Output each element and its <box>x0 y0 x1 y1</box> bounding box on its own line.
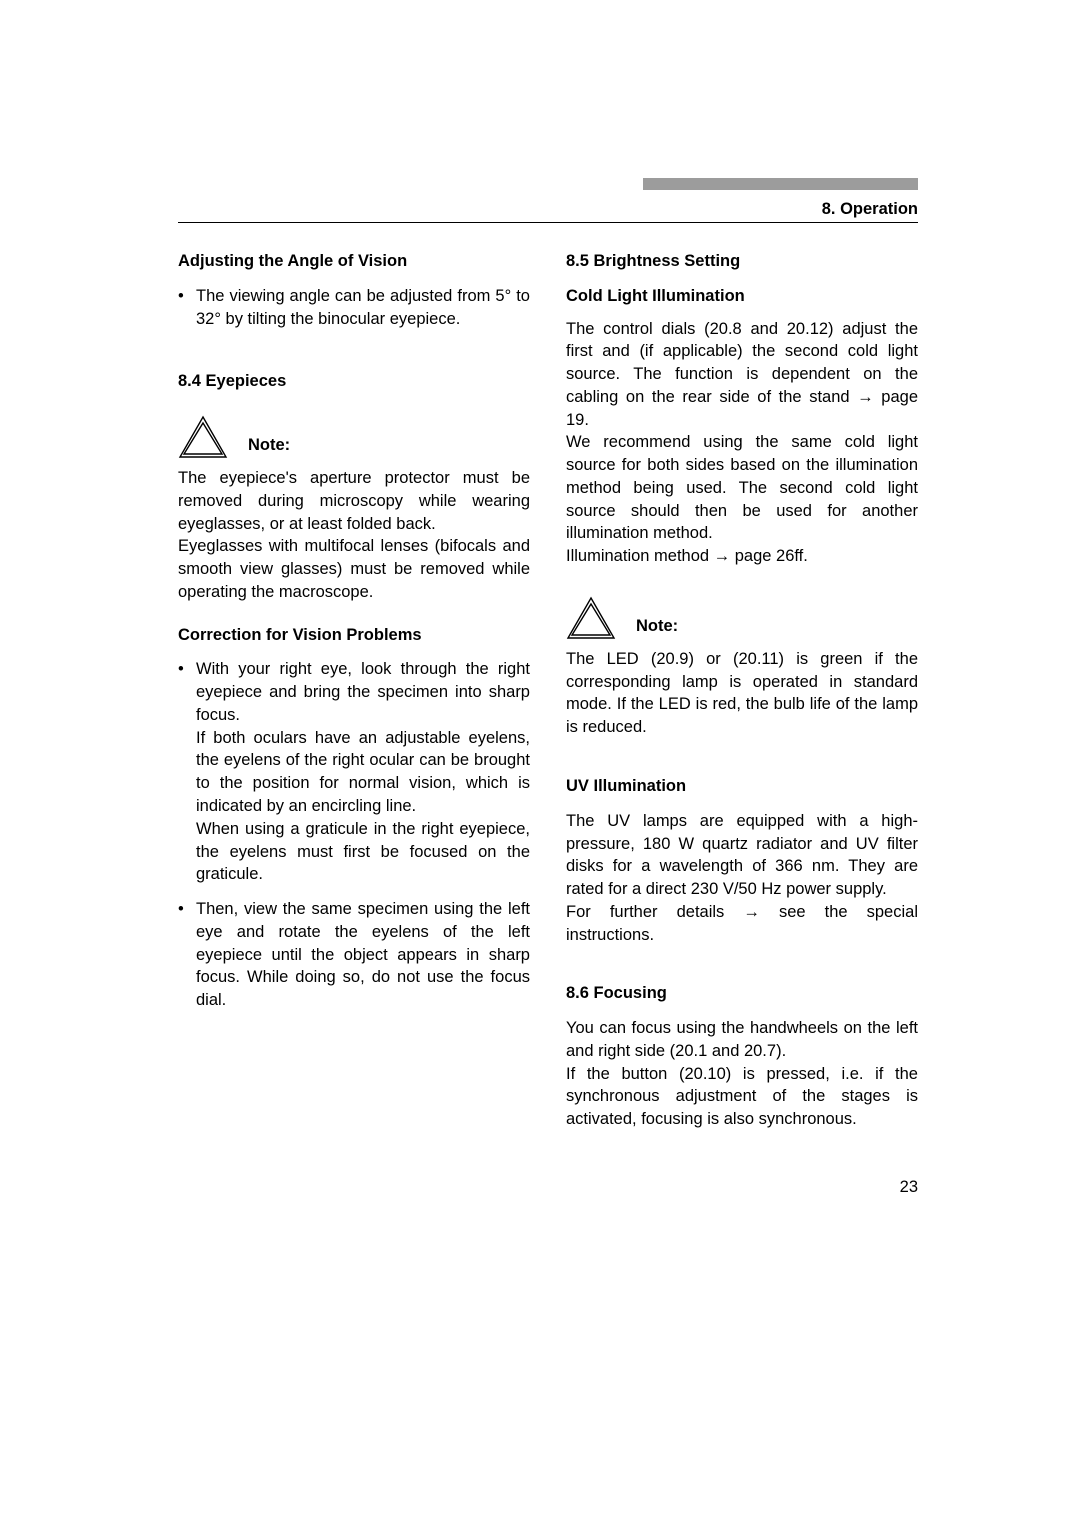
bullet-angle: • The viewing angle can be adjusted from… <box>178 285 530 331</box>
note-callout: Note: <box>178 415 530 459</box>
warning-triangle-icon <box>178 415 228 459</box>
paragraph: We recommend using the same cold light s… <box>566 431 918 545</box>
paragraph: The control dials (20.8 and 20.12) adjus… <box>566 318 918 432</box>
paragraph: For further details → see the special in… <box>566 901 918 947</box>
left-column: Adjusting the Angle of Vision • The view… <box>178 250 530 1131</box>
paragraph: If the button (20.10) is pressed, i.e. i… <box>566 1063 918 1131</box>
heading-focusing: 8.6 Focusing <box>566 982 918 1005</box>
bullet-marker: • <box>178 658 196 726</box>
chapter-title: 8. Operation <box>822 200 918 219</box>
header-accent-bar <box>643 178 918 190</box>
bullet-text: The viewing angle can be adjusted from 5… <box>196 285 530 331</box>
paragraph: Eyeglasses with multifocal lenses (bifoc… <box>178 535 530 603</box>
bullet-text: Then, view the same specimen using the l… <box>196 898 530 1012</box>
warning-triangle-icon <box>566 596 616 640</box>
bullet-text: With your right eye, look through the ri… <box>196 658 530 726</box>
note-label: Note: <box>636 615 678 640</box>
paragraph: Illumination method → page 26ff. <box>566 545 918 568</box>
bullet-marker: • <box>178 898 196 1012</box>
heading-cold-light: Cold Light Illumination <box>566 285 918 308</box>
heading-uv: UV Illumination <box>566 775 918 798</box>
content-columns: Adjusting the Angle of Vision • The view… <box>178 250 918 1131</box>
bullet-correction-2: • Then, view the same specimen using the… <box>178 898 530 1012</box>
heading-eyepieces: 8.4 Eyepieces <box>178 370 530 393</box>
bullet-marker: • <box>178 285 196 331</box>
page-number: 23 <box>900 1178 918 1197</box>
paragraph: The UV lamps are equipped with a high-pr… <box>566 810 918 901</box>
paragraph: The LED (20.9) or (20.11) is green if th… <box>566 648 918 739</box>
header-rule <box>178 222 918 223</box>
heading-angle-of-vision: Adjusting the Angle of Vision <box>178 250 530 273</box>
note-callout: Note: <box>566 596 918 640</box>
paragraph: The eyepiece's aperture protector must b… <box>178 467 530 535</box>
note-label: Note: <box>248 434 290 459</box>
heading-brightness: 8.5 Brightness Setting <box>566 250 918 273</box>
bullet-continuation: When using a graticule in the right eyep… <box>196 818 530 886</box>
right-column: 8.5 Brightness Setting Cold Light Illumi… <box>566 250 918 1131</box>
heading-correction: Correction for Vision Problems <box>178 624 530 647</box>
paragraph: You can focus using the handwheels on th… <box>566 1017 918 1063</box>
bullet-correction-1: • With your right eye, look through the … <box>178 658 530 726</box>
bullet-continuation: If both oculars have an adjustable eyele… <box>196 727 530 818</box>
